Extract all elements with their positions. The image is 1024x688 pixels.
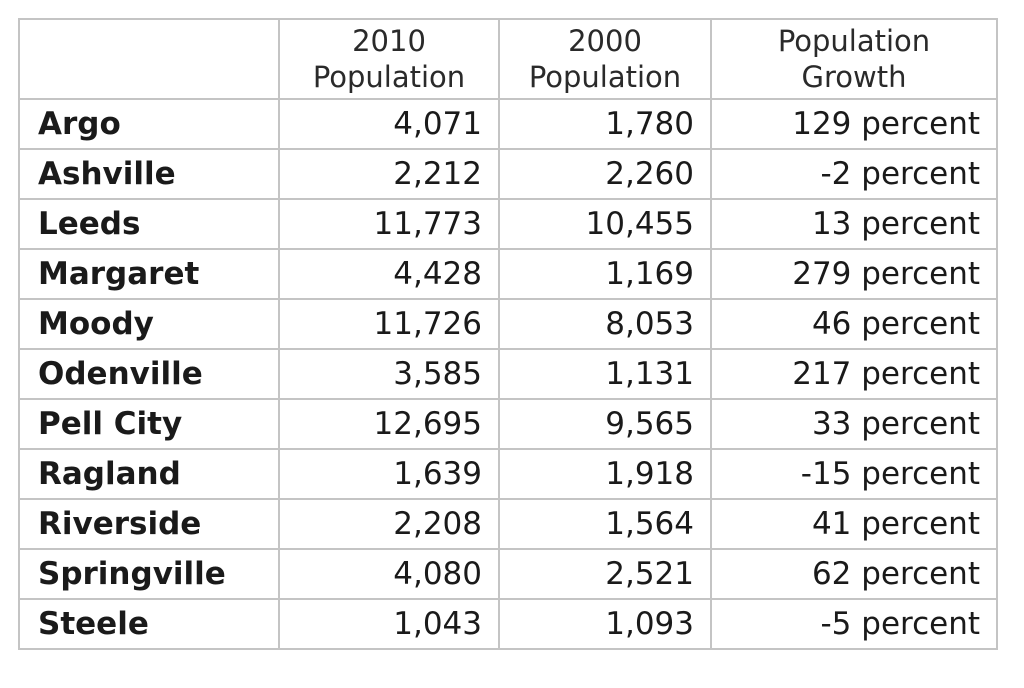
table-row: Odenville 3,585 1,131 217 percent	[18, 348, 998, 400]
city-name-cell: Steele	[18, 598, 280, 650]
header-2000-line2: Population	[528, 60, 682, 94]
table-row: Margaret 4,428 1,169 279 percent	[18, 248, 998, 300]
population-2000-cell: 1,131	[498, 348, 712, 400]
city-name-cell: Springville	[18, 548, 280, 600]
population-2010-cell: 11,773	[278, 198, 500, 250]
population-2000-cell: 1,169	[498, 248, 712, 300]
population-2000-cell: 2,260	[498, 148, 712, 200]
header-cell-2000-population: 2000 Population	[498, 18, 712, 100]
population-2000-cell: 1,564	[498, 498, 712, 550]
table-row: Springville 4,080 2,521 62 percent	[18, 548, 998, 600]
population-table: 2010 Population 2000 Population Populati…	[18, 18, 998, 650]
city-name-cell: Pell City	[18, 398, 280, 450]
population-2000-cell: 2,521	[498, 548, 712, 600]
city-name-cell: Riverside	[18, 498, 280, 550]
population-growth-cell: 41 percent	[710, 498, 998, 550]
city-name-cell: Argo	[18, 98, 280, 150]
table-body: Argo 4,071 1,780 129 percent Ashville 2,212 2,…	[18, 98, 998, 650]
header-cell-2010-population: 2010 Population	[278, 18, 500, 100]
population-2010-cell: 11,726	[278, 298, 500, 350]
population-2010-cell: 2,208	[278, 498, 500, 550]
city-name-cell: Ragland	[18, 448, 280, 500]
city-name-cell: Margaret	[18, 248, 280, 300]
table-row: Moody 11,726 8,053 46 percent	[18, 298, 998, 350]
population-growth-cell: -15 percent	[710, 448, 998, 500]
population-2010-cell: 4,071	[278, 98, 500, 150]
population-growth-cell: -5 percent	[710, 598, 998, 650]
table-row: Riverside 2,208 1,564 41 percent	[18, 498, 998, 550]
population-2010-cell: 4,428	[278, 248, 500, 300]
population-2010-cell: 12,695	[278, 398, 500, 450]
population-2000-cell: 9,565	[498, 398, 712, 450]
table-row: Steele 1,043 1,093 -5 percent	[18, 598, 998, 650]
population-growth-cell: 279 percent	[710, 248, 998, 300]
city-name-cell: Moody	[18, 298, 280, 350]
header-2010-line1: 2010	[352, 24, 426, 58]
city-name-cell: Ashville	[18, 148, 280, 200]
table-header: 2010 Population 2000 Population Populati…	[18, 18, 998, 100]
header-2000-line1: 2000	[568, 24, 642, 58]
population-growth-cell: 33 percent	[710, 398, 998, 450]
population-2000-cell: 1,093	[498, 598, 712, 650]
population-growth-cell: -2 percent	[710, 148, 998, 200]
population-2010-cell: 4,080	[278, 548, 500, 600]
header-2010-line2: Population	[312, 60, 466, 94]
header-growth-line2: Growth	[801, 60, 907, 94]
header-cell-population-growth: Population Growth	[710, 18, 998, 100]
population-2010-cell: 1,639	[278, 448, 500, 500]
population-2000-cell: 1,918	[498, 448, 712, 500]
population-growth-cell: 217 percent	[710, 348, 998, 400]
table-row: Ashville 2,212 2,260 -2 percent	[18, 148, 998, 200]
table-row: Ragland 1,639 1,918 -15 percent	[18, 448, 998, 500]
table-row: Argo 4,071 1,780 129 percent	[18, 98, 998, 150]
table-row: Pell City 12,695 9,565 33 percent	[18, 398, 998, 450]
population-2000-cell: 10,455	[498, 198, 712, 250]
header-row: 2010 Population 2000 Population Populati…	[18, 18, 998, 100]
city-name-cell: Odenville	[18, 348, 280, 400]
population-2000-cell: 8,053	[498, 298, 712, 350]
population-2010-cell: 3,585	[278, 348, 500, 400]
population-2010-cell: 1,043	[278, 598, 500, 650]
population-growth-cell: 46 percent	[710, 298, 998, 350]
population-2000-cell: 1,780	[498, 98, 712, 150]
city-name-cell: Leeds	[18, 198, 280, 250]
population-growth-cell: 13 percent	[710, 198, 998, 250]
population-table-container: 2010 Population 2000 Population Populati…	[18, 18, 998, 650]
table-row: Leeds 11,773 10,455 13 percent	[18, 198, 998, 250]
header-cell-city	[18, 18, 280, 100]
population-2010-cell: 2,212	[278, 148, 500, 200]
header-growth-line1: Population	[777, 24, 931, 58]
population-growth-cell: 62 percent	[710, 548, 998, 600]
population-growth-cell: 129 percent	[710, 98, 998, 150]
